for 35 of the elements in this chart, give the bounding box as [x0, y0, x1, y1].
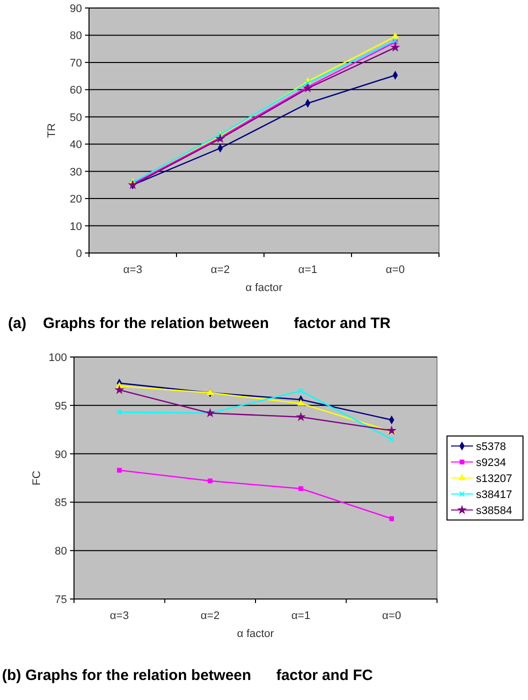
y-tick-label: 90 [54, 448, 67, 461]
x-axis-title: α factor [237, 628, 274, 640]
y-tick-label: 85 [54, 497, 67, 510]
y-tick-label: 90 [70, 3, 82, 15]
x-tick-label: α=0 [382, 610, 402, 622]
y-tick-label: 60 [70, 84, 82, 97]
y-tick-label: 100 [48, 352, 67, 364]
y-tick-label: 95 [54, 400, 67, 412]
y-tick-label: 10 [70, 220, 82, 233]
y-tick-label: 80 [70, 30, 82, 42]
y-tick-label: 20 [70, 194, 82, 206]
y-tick-label: 75 [54, 594, 67, 606]
x-tick-label: α=2 [200, 610, 220, 622]
y-tick-label: 30 [70, 166, 82, 178]
x-tick-label: α=1 [298, 264, 318, 276]
legend-label: s13207 [476, 473, 512, 485]
y-axis-title: FC [31, 470, 43, 486]
y-tick-label: 50 [70, 112, 82, 124]
x-tick-label: α=1 [291, 610, 310, 622]
y-tick-label: 40 [70, 139, 82, 152]
legend-label: s5378 [476, 441, 506, 453]
y-tick-label: 70 [70, 57, 82, 70]
legend-label: s38417 [476, 489, 512, 501]
x-tick-label: α=0 [386, 264, 405, 276]
y-axis-title: TR [46, 123, 58, 138]
legend-label: s38584 [476, 505, 512, 517]
y-tick-label: 0 [76, 248, 82, 260]
legend-label: s9234 [476, 457, 506, 469]
y-tick-label: 80 [54, 546, 67, 558]
text: (b) Graphs for the relation between factor and FC [2, 667, 374, 684]
text: (a) Graphs for the relation between factor and TR [8, 315, 391, 332]
x-tick-label: α=3 [123, 264, 142, 276]
x-tick-label: α=2 [210, 264, 230, 276]
x-axis-title: α factor [246, 282, 283, 294]
x-tick-label: α=3 [110, 610, 129, 622]
